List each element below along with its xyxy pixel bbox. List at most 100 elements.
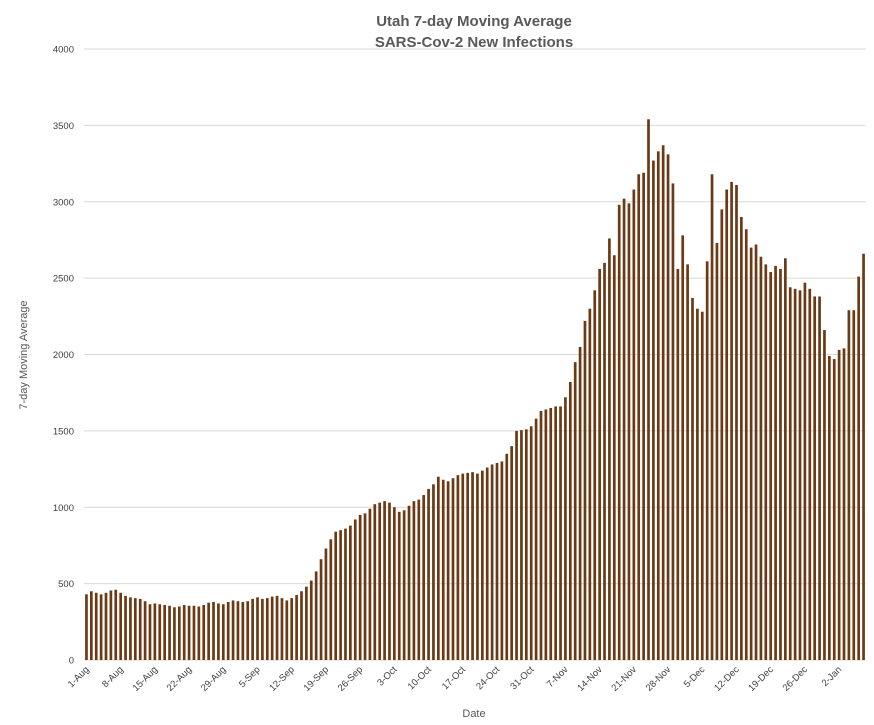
bar (309, 580, 313, 660)
bar (568, 382, 572, 660)
bar (334, 531, 338, 660)
bar (632, 189, 636, 660)
bar (412, 501, 416, 660)
bar (275, 595, 279, 660)
bar (349, 525, 352, 660)
bar (705, 261, 709, 660)
bar (710, 174, 714, 660)
bar (446, 481, 450, 660)
bar (393, 507, 396, 660)
x-tick-label: 8-Aug (100, 664, 126, 690)
bar (104, 592, 108, 660)
bar (358, 514, 362, 660)
bar (261, 598, 264, 660)
chart-subtitle: SARS-Cov-2 New Infections (375, 34, 573, 51)
bar (515, 430, 518, 661)
y-tick-label: 3500 (53, 121, 74, 132)
bar (520, 430, 523, 660)
bars (85, 119, 865, 661)
x-tick-label: 26-Sep (336, 664, 365, 693)
bar (124, 595, 127, 660)
bar (549, 407, 553, 660)
bar (676, 268, 680, 660)
bar (280, 598, 284, 660)
bar (627, 203, 631, 660)
bar (744, 229, 748, 660)
bar (231, 600, 235, 660)
y-tick-label: 2000 (53, 350, 74, 361)
y-tick-label: 3000 (53, 197, 74, 208)
bar (500, 461, 504, 660)
bar (788, 287, 792, 660)
bar (725, 189, 729, 660)
x-tick-label: 31-Oct (508, 664, 536, 692)
bar (207, 602, 210, 660)
bar (622, 198, 626, 660)
bar (490, 464, 494, 660)
bar (451, 478, 455, 660)
y-tick-label: 4000 (53, 45, 74, 56)
bar (735, 184, 738, 660)
bar (573, 362, 577, 660)
bar (114, 589, 118, 660)
bar (564, 397, 567, 660)
y-tick-label: 500 (58, 579, 74, 590)
x-tick-label: 12-Sep (267, 664, 296, 693)
bar (476, 473, 479, 660)
bar (109, 590, 113, 660)
bar (852, 310, 856, 660)
bar (686, 264, 689, 660)
x-tick-label: 26-Dec (781, 664, 811, 694)
bar (656, 151, 660, 660)
bar (715, 242, 719, 661)
bar (217, 603, 220, 660)
bar (461, 473, 465, 660)
bar (363, 513, 367, 660)
bar (251, 598, 254, 660)
bar (637, 174, 641, 660)
bar (696, 308, 699, 660)
bar (681, 235, 685, 661)
bar (192, 605, 196, 660)
bar (344, 528, 347, 660)
bar (847, 310, 851, 660)
x-tick-label: 22-Aug (165, 664, 194, 693)
bar (368, 508, 372, 660)
bar (422, 495, 426, 660)
bar (793, 288, 797, 660)
bar (779, 268, 782, 660)
x-tick-label: 7-Nov (545, 664, 571, 690)
bar (300, 591, 303, 660)
bar (290, 598, 294, 660)
bar (730, 181, 733, 660)
bar (578, 346, 582, 660)
bar (524, 429, 528, 660)
bar (329, 539, 333, 660)
bar (221, 604, 225, 660)
bar (265, 598, 269, 660)
bar (769, 272, 773, 660)
bar (314, 571, 318, 660)
bar (842, 348, 846, 660)
bar (378, 502, 382, 660)
bar (397, 511, 401, 660)
bar (740, 217, 743, 660)
bar (441, 479, 445, 660)
bar (471, 472, 474, 660)
bar (158, 604, 162, 660)
bar (246, 601, 250, 660)
y-tick-label: 1500 (53, 426, 74, 437)
x-axis-title: Date (462, 708, 485, 720)
x-tick-label: 24-Oct (474, 664, 502, 692)
bar (862, 253, 865, 660)
bar (857, 276, 861, 660)
bar (295, 595, 298, 660)
x-tick-label: 1-Aug (66, 664, 92, 690)
bar (554, 406, 557, 660)
bar (402, 510, 406, 660)
bar (647, 119, 650, 660)
y-axis-title: 7-day Moving Average (18, 300, 30, 409)
bar (466, 472, 470, 660)
bar (691, 297, 694, 660)
bar (671, 183, 675, 661)
